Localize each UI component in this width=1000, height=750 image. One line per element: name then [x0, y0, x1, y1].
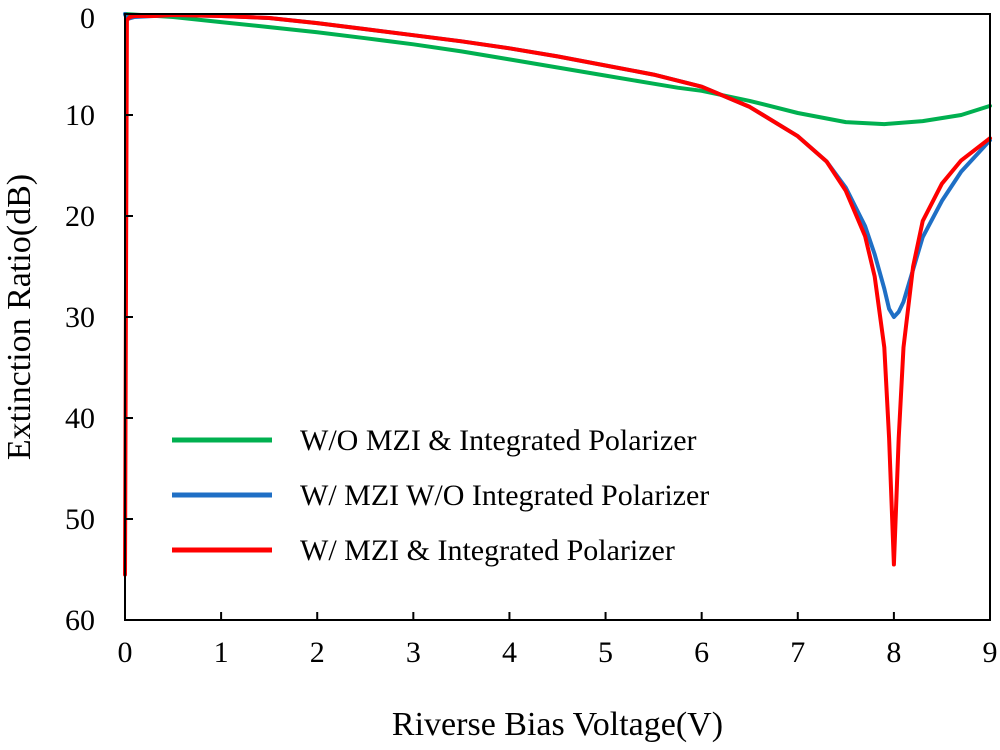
x-tick-label: 5	[598, 636, 613, 669]
plot-frame	[124, 13, 991, 621]
x-axis-label: Riverse Bias Voltage(V)	[392, 706, 723, 743]
y-tick-label: 10	[65, 99, 95, 132]
y-tick-label: 60	[65, 604, 95, 637]
x-tick-label: 0	[118, 636, 133, 669]
y-tick-label: 20	[65, 200, 95, 233]
x-tick-label: 1	[214, 636, 229, 669]
y-tick-label: 0	[80, 2, 95, 35]
tick-layer: 0 1 2 3 4 5 6 7 8 9 0 10 20 30 40 50 60	[65, 2, 998, 669]
y-axis-label: Extinction Ratio(dB)	[1, 174, 38, 460]
x-tick-label: 6	[694, 636, 709, 669]
legend-label-2: W/ MZI W/O Integrated Polarizer	[300, 479, 709, 512]
legend-label-1: W/O MZI & Integrated Polarizer	[300, 424, 697, 457]
legend-label-3: W/ MZI & Integrated Polarizer	[300, 534, 675, 567]
x-tick-label: 2	[310, 636, 325, 669]
series-line-3	[123, 13, 992, 577]
y-tick-label: 50	[65, 503, 95, 536]
y-tick-label: 40	[65, 402, 95, 435]
y-tick-label: 30	[65, 301, 95, 334]
legend: W/O MZI & Integrated Polarizer W/ MZI W/O…	[172, 424, 709, 567]
x-tick-label: 9	[983, 636, 998, 669]
series-line-2	[123, 12, 992, 319]
x-tick-label: 3	[406, 636, 421, 669]
series-line-1	[123, 12, 992, 127]
x-tick-label: 4	[502, 636, 517, 669]
x-tick-label: 7	[790, 636, 805, 669]
x-tick-label: 8	[886, 636, 901, 669]
series-layer	[123, 12, 992, 577]
